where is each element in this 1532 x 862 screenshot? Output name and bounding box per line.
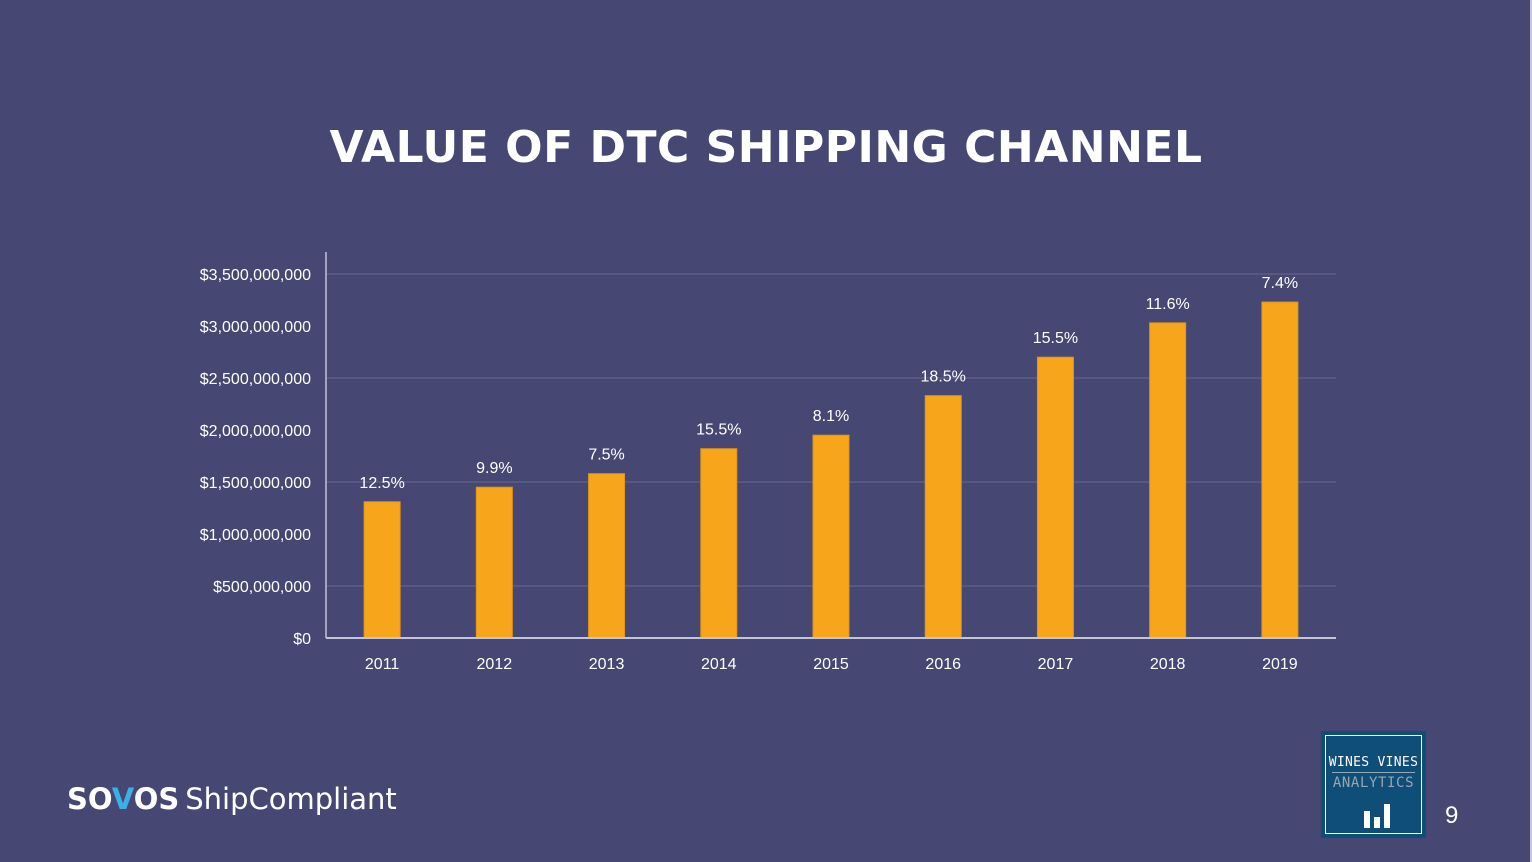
y-tick-label: $0 (293, 631, 311, 648)
wines-vines-analytics-logo: WINES VINES ANALYTICS (1321, 731, 1426, 838)
data-label: 15.5% (1033, 330, 1078, 347)
bar-chart-icon (1364, 802, 1394, 828)
product-name: ShipCompliant (185, 782, 397, 816)
sovos-accent-v: V (111, 782, 134, 816)
bar (812, 434, 850, 639)
badge-divider (1332, 772, 1415, 773)
data-labels: 12.5% 9.9% 7.5% 15.5% 8.1% 18.5% 15.5% 11.6% 7.4… (359, 275, 1298, 492)
data-label: 15.5% (696, 422, 741, 439)
bar (700, 448, 738, 639)
x-tick-label: 2017 (1038, 656, 1074, 673)
bar (363, 501, 401, 639)
y-tick-label: $500,000,000 (213, 579, 311, 596)
y-tick-label: $1,000,000,000 (200, 527, 311, 544)
x-tick-label: 2012 (477, 656, 513, 673)
x-tick-label: 2018 (1150, 656, 1186, 673)
data-label: 8.1% (813, 408, 849, 425)
data-label: 7.4% (1262, 275, 1298, 292)
y-tick-label: $2,500,000,000 (200, 371, 311, 388)
page-number: 9 (1445, 802, 1459, 829)
y-tick-label: $2,000,000,000 (200, 423, 311, 440)
slide-title: VALUE OF DTC SHIPPING CHANNEL (329, 122, 1203, 173)
y-tick-label: $1,500,000,000 (200, 475, 311, 492)
bar (588, 473, 626, 639)
y-tick-label: $3,000,000,000 (200, 319, 311, 336)
data-label: 9.9% (476, 460, 512, 477)
badge-line2: ANALYTICS (1332, 775, 1415, 791)
bars (363, 301, 1299, 639)
bar (1261, 301, 1299, 639)
sovos-shipcompliant-logo: SOVOS ShipCompliant (67, 782, 397, 816)
y-tick-label: $3,500,000,000 (200, 267, 311, 284)
y-axis-ticks: $0 $500,000,000 $1,000,000,000 $1,500,000,0… (200, 267, 311, 648)
bar (475, 486, 513, 639)
bar (1036, 356, 1074, 639)
x-tick-label: 2014 (701, 656, 737, 673)
bar (1149, 322, 1187, 639)
data-label: 7.5% (588, 447, 624, 464)
x-tick-label: 2015 (813, 656, 849, 673)
x-tick-label: 2011 (365, 656, 400, 673)
x-axis-ticks: 2011 2012 2013 2014 2015 2016 2017 2018 2019 (365, 656, 1298, 673)
x-tick-label: 2019 (1262, 656, 1298, 673)
data-label: 18.5% (921, 369, 966, 386)
sovos-brand: SOVOS (67, 782, 180, 816)
bar (924, 395, 962, 639)
x-tick-label: 2016 (925, 656, 961, 673)
data-label: 12.5% (359, 475, 404, 492)
badge-line1: WINES VINES (1328, 755, 1419, 770)
slide-edge (1530, 0, 1532, 862)
x-tick-label: 2013 (589, 656, 625, 673)
data-label: 11.6% (1146, 296, 1190, 313)
